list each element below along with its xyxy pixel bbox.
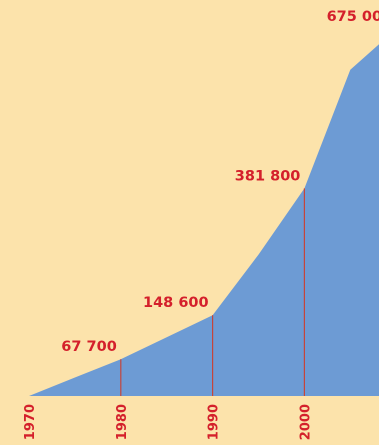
x-tick-label-2000: 2000 [298, 404, 313, 440]
area-series [29, 29, 379, 396]
x-tick-label-1990: 1990 [207, 404, 222, 440]
x-tick-label-1980: 1980 [115, 404, 130, 440]
data-label-2000: 381 800 [235, 168, 301, 184]
marker-layer [120, 188, 305, 396]
data-label-1980: 67 700 [61, 339, 117, 355]
area-layer [29, 29, 379, 396]
data-label-layer: 67 700 148 600 381 800 675 000 [61, 9, 379, 355]
x-tick-layer: 19701980199020002010 [23, 404, 313, 440]
data-label-2010: 675 000 [327, 9, 379, 25]
x-tick-label-1970: 1970 [23, 404, 38, 440]
data-label-1990: 148 600 [143, 295, 209, 311]
